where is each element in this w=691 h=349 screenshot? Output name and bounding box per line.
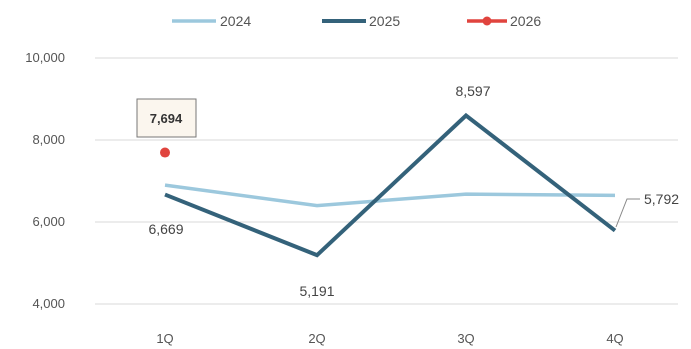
x-tick-label: 3Q — [457, 331, 474, 346]
legend-label-2024: 2024 — [220, 13, 251, 29]
data-label-2025: 5,191 — [299, 283, 334, 299]
y-tick-label: 8,000 — [32, 132, 65, 147]
data-label-2025: 8,597 — [455, 83, 490, 99]
data-point-2026 — [160, 147, 170, 158]
x-tick-label: 4Q — [606, 331, 623, 346]
x-tick-label: 1Q — [156, 331, 173, 346]
data-label-2026: 7,694 — [150, 111, 183, 126]
series-line-2024 — [164, 183, 616, 208]
data-label-2025: 5,792 — [644, 191, 679, 207]
series-line-2025 — [164, 112, 617, 258]
y-tick-label: 6,000 — [32, 214, 65, 229]
legend-label-2026: 2026 — [510, 13, 541, 29]
legend-marker-2026 — [482, 16, 492, 26]
legend-label-2025: 2025 — [369, 13, 400, 29]
callout-box — [136, 98, 197, 138]
y-tick-label: 10,000 — [25, 50, 65, 65]
data-label-2025: 6,669 — [148, 221, 183, 237]
y-tick-label: 4,000 — [32, 296, 65, 311]
x-tick-label: 2Q — [308, 331, 325, 346]
label-leader-line — [615, 198, 640, 228]
